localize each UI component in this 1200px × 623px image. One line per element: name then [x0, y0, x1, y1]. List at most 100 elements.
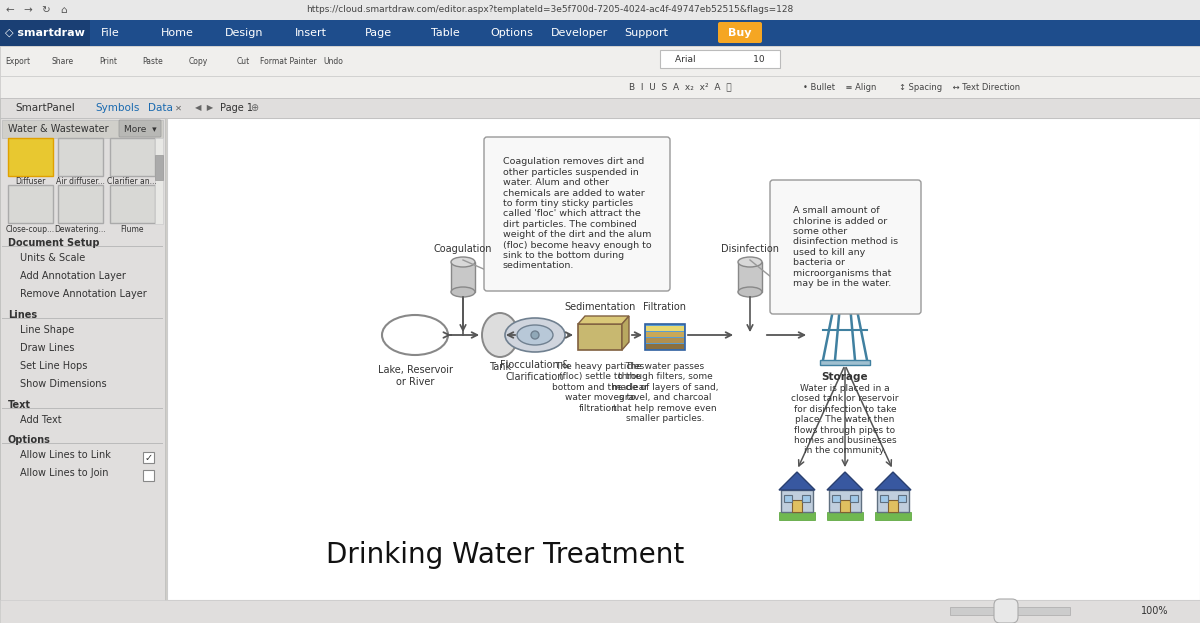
Text: https://cloud.smartdraw.com/editor.aspx?templateId=3e5f700d-7205-4024-ac4f-49747: https://cloud.smartdraw.com/editor.aspx?… [306, 6, 793, 14]
Polygon shape [578, 316, 629, 324]
Text: Copy: Copy [188, 57, 208, 65]
Text: Allow Lines to Link: Allow Lines to Link [20, 450, 110, 460]
Text: ⌂: ⌂ [61, 5, 67, 15]
Text: SmartPanel: SmartPanel [14, 103, 74, 113]
Text: 100%: 100% [1141, 606, 1169, 616]
Text: Flume: Flume [120, 224, 144, 234]
Text: →: → [24, 5, 32, 15]
Text: Remove Annotation Layer: Remove Annotation Layer [20, 289, 146, 299]
Ellipse shape [382, 315, 448, 355]
Text: Drinking Water Treatment: Drinking Water Treatment [326, 541, 684, 569]
Text: B  I  U  S  A  x₂  x²  A  🔤: B I U S A x₂ x² A 🔤 [629, 82, 731, 92]
FancyBboxPatch shape [877, 490, 910, 512]
FancyBboxPatch shape [875, 512, 911, 520]
Text: Design: Design [224, 28, 263, 38]
FancyBboxPatch shape [0, 46, 1200, 76]
Text: Page: Page [365, 28, 391, 38]
Text: Options: Options [491, 28, 534, 38]
Text: Clarifier an...: Clarifier an... [107, 178, 157, 186]
Text: The heavy particles
(floc) settle to the
bottom and the clear
water moves to
fil: The heavy particles (floc) settle to the… [552, 362, 648, 412]
Ellipse shape [738, 257, 762, 267]
FancyBboxPatch shape [888, 500, 898, 512]
Text: Water is placed in a
closed tank or reservoir
for disinfection to take
place. Th: Water is placed in a closed tank or rese… [791, 384, 899, 455]
Text: Add Text: Add Text [20, 415, 61, 425]
FancyBboxPatch shape [784, 495, 792, 502]
FancyBboxPatch shape [646, 326, 684, 331]
Text: Paste: Paste [143, 57, 163, 65]
Text: Export: Export [6, 57, 30, 65]
FancyBboxPatch shape [832, 495, 840, 502]
Text: Line Shape: Line Shape [20, 325, 74, 335]
Text: Support: Support [624, 28, 668, 38]
FancyBboxPatch shape [820, 360, 870, 365]
Ellipse shape [451, 257, 475, 267]
FancyBboxPatch shape [646, 338, 684, 343]
FancyBboxPatch shape [2, 120, 163, 138]
Ellipse shape [738, 287, 762, 297]
Text: Coagulation removes dirt and
other particles suspended in
water. Alum and other
: Coagulation removes dirt and other parti… [503, 158, 652, 270]
FancyBboxPatch shape [143, 452, 154, 463]
Text: Units & Scale: Units & Scale [20, 253, 85, 263]
FancyBboxPatch shape [850, 495, 858, 502]
Polygon shape [779, 472, 815, 490]
Text: The water passes
through filters, some
made of layers of sand,
gravel, and charc: The water passes through filters, some m… [612, 362, 719, 423]
Text: Lake, Reservoir
or River: Lake, Reservoir or River [378, 365, 452, 387]
FancyBboxPatch shape [58, 138, 103, 176]
FancyBboxPatch shape [781, 490, 814, 512]
Text: Options: Options [8, 435, 50, 445]
FancyBboxPatch shape [8, 185, 53, 223]
FancyBboxPatch shape [110, 138, 155, 176]
FancyBboxPatch shape [2, 443, 163, 444]
FancyBboxPatch shape [646, 344, 684, 349]
FancyBboxPatch shape [0, 20, 90, 46]
Text: Undo: Undo [323, 57, 343, 65]
Ellipse shape [451, 287, 475, 297]
FancyBboxPatch shape [8, 138, 53, 176]
FancyBboxPatch shape [0, 98, 1200, 118]
Text: Storage: Storage [822, 372, 869, 382]
FancyBboxPatch shape [779, 512, 815, 520]
FancyBboxPatch shape [770, 180, 922, 314]
FancyBboxPatch shape [660, 50, 780, 68]
Text: Allow Lines to Join: Allow Lines to Join [20, 468, 108, 478]
FancyBboxPatch shape [898, 495, 906, 502]
Text: Disinfection: Disinfection [721, 244, 779, 254]
FancyBboxPatch shape [792, 500, 802, 512]
Text: File: File [101, 28, 119, 38]
FancyBboxPatch shape [2, 408, 163, 409]
Text: ↕ Spacing    ↔ Text Direction: ↕ Spacing ↔ Text Direction [900, 82, 1020, 92]
FancyBboxPatch shape [484, 137, 670, 291]
FancyBboxPatch shape [143, 470, 154, 481]
FancyBboxPatch shape [0, 76, 1200, 98]
Polygon shape [875, 472, 911, 490]
Text: Tank: Tank [488, 362, 511, 372]
Text: Show Dimensions: Show Dimensions [20, 379, 107, 389]
Text: More  ▾: More ▾ [124, 125, 156, 133]
Ellipse shape [530, 331, 539, 339]
Text: ✕: ✕ [175, 103, 182, 113]
Text: Lines: Lines [8, 310, 37, 320]
FancyBboxPatch shape [451, 262, 475, 292]
Text: Cut: Cut [236, 57, 250, 65]
FancyBboxPatch shape [119, 120, 161, 137]
FancyBboxPatch shape [110, 185, 155, 223]
Text: Set Line Hops: Set Line Hops [20, 361, 88, 371]
Text: Air diffuser...: Air diffuser... [55, 178, 104, 186]
FancyBboxPatch shape [880, 495, 888, 502]
FancyBboxPatch shape [155, 138, 163, 224]
FancyBboxPatch shape [0, 118, 166, 608]
Text: Text: Text [8, 400, 31, 410]
Text: Developer: Developer [551, 28, 607, 38]
FancyBboxPatch shape [2, 318, 163, 319]
FancyBboxPatch shape [0, 20, 1200, 46]
Ellipse shape [505, 318, 565, 352]
Text: Document Setup: Document Setup [8, 238, 100, 248]
Polygon shape [827, 472, 863, 490]
Text: Insert: Insert [295, 28, 326, 38]
FancyBboxPatch shape [718, 22, 762, 43]
FancyBboxPatch shape [646, 324, 685, 350]
Text: Flocculation &
Clarification: Flocculation & Clarification [500, 360, 570, 382]
Text: ⊕: ⊕ [250, 103, 258, 113]
FancyBboxPatch shape [738, 262, 762, 292]
Text: Home: Home [161, 28, 193, 38]
